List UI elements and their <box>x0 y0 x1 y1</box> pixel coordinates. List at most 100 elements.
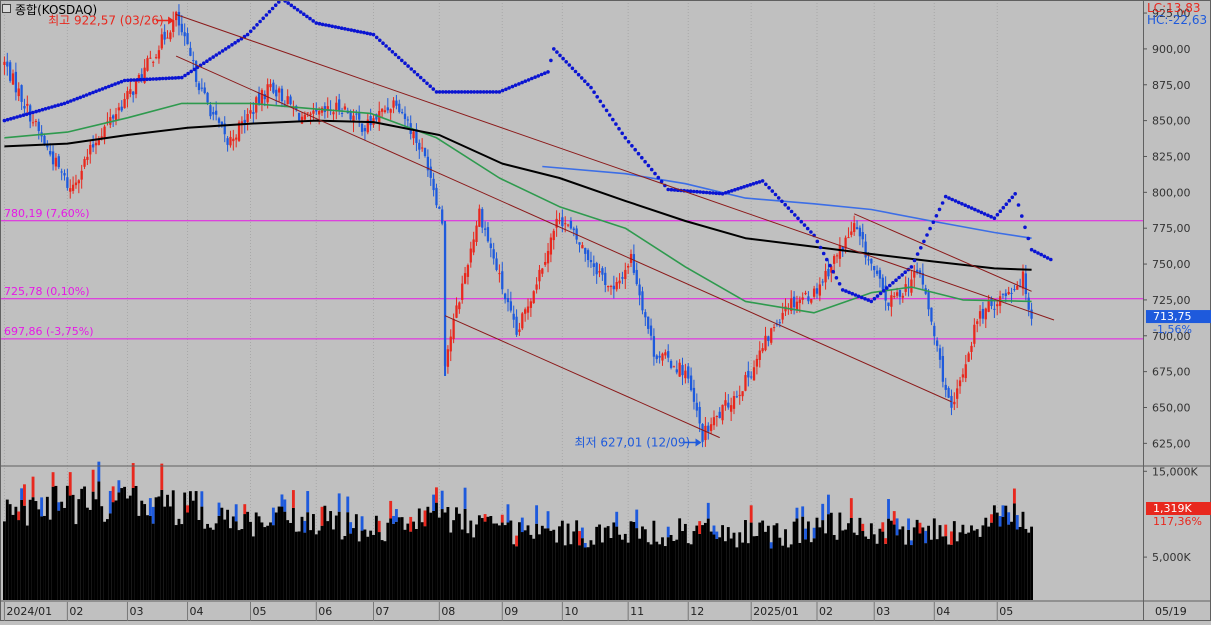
volume-bar[interactable] <box>11 514 15 600</box>
candle[interactable] <box>400 112 404 114</box>
candle[interactable] <box>475 225 478 242</box>
candle[interactable] <box>675 369 678 373</box>
candle[interactable] <box>426 156 430 171</box>
candle[interactable] <box>595 262 598 275</box>
candle[interactable] <box>318 110 321 115</box>
candle[interactable] <box>1007 291 1010 295</box>
volume-bar[interactable] <box>25 525 29 600</box>
volume-bar[interactable] <box>466 533 470 600</box>
volume-bar[interactable] <box>23 505 26 600</box>
volume-bar[interactable] <box>1021 511 1025 600</box>
candle[interactable] <box>495 258 498 270</box>
candle[interactable] <box>103 126 106 139</box>
volume-bar[interactable] <box>995 512 999 600</box>
candle[interactable] <box>441 209 444 224</box>
volume-bar[interactable] <box>729 538 733 600</box>
candle[interactable] <box>366 119 369 133</box>
volume-bar[interactable] <box>432 510 436 600</box>
volume-bar[interactable] <box>518 522 521 600</box>
volume-bar[interactable] <box>271 525 275 600</box>
candle[interactable] <box>727 402 730 408</box>
candle[interactable] <box>200 87 203 89</box>
candle[interactable] <box>100 136 103 139</box>
candle[interactable] <box>312 110 315 114</box>
candle[interactable] <box>177 11 181 26</box>
volume-bar[interactable] <box>480 518 484 600</box>
candle[interactable] <box>189 47 192 56</box>
candle[interactable] <box>741 391 744 397</box>
volume-bar[interactable] <box>91 491 95 600</box>
candle[interactable] <box>824 270 827 283</box>
volume-bar[interactable] <box>440 509 444 600</box>
volume-bar[interactable] <box>543 528 547 600</box>
volume-bar[interactable] <box>360 530 364 600</box>
volume-bar[interactable] <box>309 530 312 600</box>
candle[interactable] <box>810 298 813 303</box>
candle[interactable] <box>735 396 739 398</box>
candle[interactable] <box>561 217 564 227</box>
candle[interactable] <box>257 92 261 104</box>
volume-bar[interactable] <box>538 534 541 600</box>
candle[interactable] <box>326 106 329 112</box>
candle[interactable] <box>303 114 306 120</box>
volume-bar[interactable] <box>323 505 327 600</box>
volume-bar[interactable] <box>598 524 601 600</box>
candle[interactable] <box>63 173 66 176</box>
candle[interactable] <box>981 308 985 319</box>
candle[interactable] <box>807 296 810 302</box>
candle[interactable] <box>987 301 990 312</box>
candle[interactable] <box>297 112 301 121</box>
candle[interactable] <box>403 113 407 120</box>
candle[interactable] <box>11 73 15 85</box>
volume-bar[interactable] <box>612 522 616 600</box>
candle[interactable] <box>46 144 49 148</box>
volume-bar[interactable] <box>203 528 207 600</box>
volume-bar[interactable] <box>758 522 762 600</box>
volume-bar[interactable] <box>638 538 642 600</box>
volume-bar[interactable] <box>941 536 945 600</box>
volume-bar[interactable] <box>406 523 410 600</box>
volume-bar[interactable] <box>234 521 238 600</box>
candle[interactable] <box>1013 289 1016 291</box>
candle[interactable] <box>455 305 458 318</box>
volume-bar[interactable] <box>106 519 109 600</box>
volume-bar[interactable] <box>629 521 633 600</box>
candle[interactable] <box>521 313 524 329</box>
candle[interactable] <box>129 89 132 94</box>
volume-bar[interactable] <box>14 506 18 600</box>
title-toggle-icon[interactable] <box>2 4 11 13</box>
volume-bar[interactable] <box>477 515 481 600</box>
candle[interactable] <box>472 239 475 253</box>
volume-bar[interactable] <box>764 531 767 600</box>
volume-bar[interactable] <box>446 506 450 600</box>
candle[interactable] <box>921 272 924 285</box>
candle[interactable] <box>884 285 887 301</box>
candlesticks[interactable] <box>3 4 1033 448</box>
candle[interactable] <box>140 74 143 80</box>
volume-bar[interactable] <box>907 529 910 600</box>
candle[interactable] <box>801 297 804 300</box>
volume-bar[interactable] <box>194 491 198 600</box>
candle[interactable] <box>569 221 573 229</box>
candle[interactable] <box>166 37 169 39</box>
candle[interactable] <box>1030 309 1033 319</box>
volume-bar[interactable] <box>755 536 759 600</box>
volume-bar[interactable] <box>166 494 169 600</box>
candle[interactable] <box>515 316 518 335</box>
volume-bar[interactable] <box>752 536 756 600</box>
candle[interactable] <box>492 249 495 259</box>
candle[interactable] <box>770 328 773 343</box>
candle[interactable] <box>764 335 767 351</box>
volume-bar[interactable] <box>566 523 570 600</box>
volume-bar[interactable] <box>818 527 822 600</box>
volume-bar[interactable] <box>1027 532 1031 600</box>
volume-bar[interactable] <box>1010 521 1013 600</box>
volume-bar[interactable] <box>263 527 267 600</box>
candle[interactable] <box>489 243 492 249</box>
candle[interactable] <box>209 105 212 117</box>
volume-bar[interactable] <box>915 519 919 600</box>
candle[interactable] <box>343 106 347 110</box>
volume-bar[interactable] <box>140 500 144 600</box>
candle[interactable] <box>438 206 441 209</box>
candle[interactable] <box>552 230 555 241</box>
